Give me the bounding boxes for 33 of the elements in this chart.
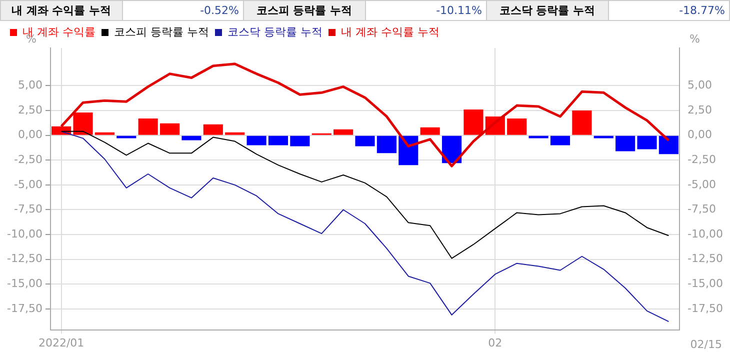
y2-axis-title: % <box>690 32 700 46</box>
legend-label: 코스닥 등락률 누적 <box>227 25 322 38</box>
text: -0.52% <box>122 0 244 20</box>
x-tick-label: 02 <box>488 336 502 350</box>
y2-tick-label: -15,00 <box>688 277 724 290</box>
y2-tick-label: 2,50 <box>688 103 712 116</box>
y2-tick-label: -12,50 <box>688 252 724 266</box>
text: 코스닥 등락률 누적 <box>486 0 608 20</box>
y-tick-label: 5,00 <box>18 78 42 92</box>
y-tick-label: -15,00 <box>6 277 42 290</box>
y-tick-label: -17,50 <box>6 302 42 315</box>
text: -18.77% <box>608 0 730 20</box>
text: 내 계좌 수익률 누적 <box>0 0 122 20</box>
y2-tick-label: -10,00 <box>688 227 724 240</box>
y-tick-label: -10,00 <box>6 227 42 240</box>
y-tick-label: -2,50 <box>14 152 42 166</box>
y2-tick-label: -2,50 <box>688 152 716 166</box>
y-tick-label: -12,50 <box>6 252 42 266</box>
y2-tick-label: -5,00 <box>688 178 716 191</box>
y-tick-label: -7,50 <box>14 202 42 216</box>
y-tick-label: 2,50 <box>18 103 42 116</box>
x-tick-label: 2022/01 <box>38 336 84 350</box>
text: 코스피 등락률 누적 <box>244 0 365 20</box>
legend-label: 코스피 등락률 누적 <box>114 25 209 38</box>
y2-tick-label: 5,00 <box>688 78 712 92</box>
y2-tick-label: -7,50 <box>688 202 716 216</box>
text: -10.11% <box>365 0 486 20</box>
y2-tick-label: -17,50 <box>688 302 724 315</box>
text: 02/15 <box>690 338 722 351</box>
y-tick-label: -5,00 <box>14 178 42 191</box>
y-tick-label: 0,00 <box>18 128 42 142</box>
y2-tick-label: 0,00 <box>688 128 712 142</box>
legend-label: 내 계좌 수익률 누적 <box>340 25 440 38</box>
